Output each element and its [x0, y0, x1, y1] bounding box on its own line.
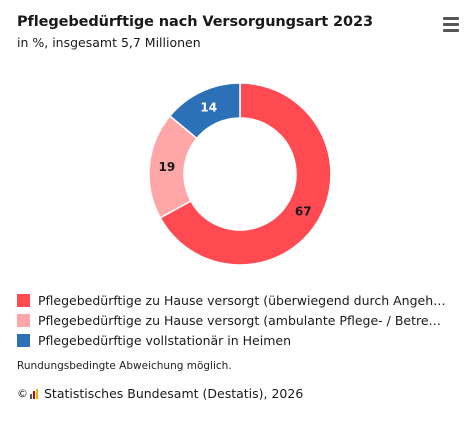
slice-nursing-homes[interactable]: [168, 82, 241, 140]
data-label-home-relatives: 67: [295, 204, 312, 218]
source-text: Statistisches Bundesamt (Destatis), 2026: [44, 386, 304, 401]
chart-subtitle: in %, insgesamt 5,7 Millionen: [17, 35, 201, 50]
copyright-symbol: ©: [17, 387, 28, 400]
donut-chart: 67 19 14: [148, 82, 332, 266]
legend-label: Pflegebedürftige zu Hause versorgt (ambu…: [38, 312, 448, 328]
legend-swatch: [17, 313, 30, 327]
data-label-nursing-homes: 14: [200, 100, 217, 114]
legend-item-home-relatives[interactable]: Pflegebedürftige zu Hause versorgt (über…: [17, 290, 457, 310]
legend-item-nursing-homes[interactable]: Pflegebedürftige vollstationär in Heimen: [17, 330, 457, 350]
slice-home-relatives[interactable]: [159, 82, 332, 266]
legend-item-home-ambulant[interactable]: Pflegebedürftige zu Hause versorgt (ambu…: [17, 310, 457, 330]
chart-title: Pflegebedürftige nach Versorgungsart 202…: [17, 14, 373, 30]
legend-swatch: [17, 333, 30, 347]
legend-swatch: [17, 293, 30, 307]
source-credit[interactable]: © Statistisches Bundesamt (Destatis), 20…: [17, 386, 303, 401]
chart-legend: Pflegebedürftige zu Hause versorgt (über…: [17, 290, 457, 350]
legend-label: Pflegebedürftige zu Hause versorgt (über…: [38, 292, 448, 308]
rounding-note: Rundungsbedingte Abweichung möglich.: [17, 360, 232, 372]
destatis-logo-icon: [30, 388, 40, 399]
data-label-home-ambulant: 19: [158, 160, 175, 174]
hamburger-menu-icon[interactable]: [441, 17, 461, 35]
legend-label: Pflegebedürftige vollstationär in Heimen: [38, 332, 292, 348]
